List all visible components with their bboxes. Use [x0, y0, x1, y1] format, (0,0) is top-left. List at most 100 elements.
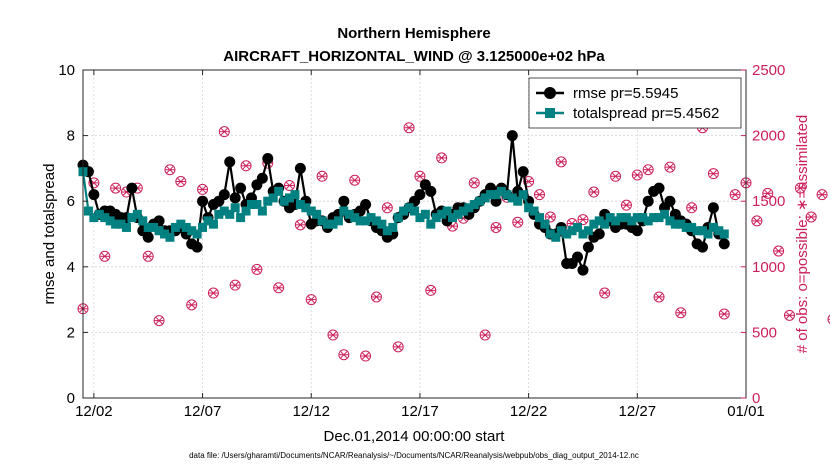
totalspread-point [524, 203, 534, 213]
obs-assimilated-point [621, 201, 631, 209]
totalspread-point [496, 186, 506, 196]
rmse-point [294, 162, 306, 174]
totalspread-point [420, 209, 430, 219]
rmse-point [582, 241, 594, 253]
obs-possible-point [284, 179, 296, 191]
obs-assimilated-point [415, 172, 425, 180]
obs-assimilated-point [306, 296, 316, 304]
obs-star-stroke [275, 284, 283, 292]
obs-possible-point [512, 216, 524, 228]
totalspread-point [246, 199, 256, 209]
obs-possible-point [88, 177, 100, 189]
obs-possible-point [294, 219, 306, 231]
totalspread-point [632, 213, 642, 223]
obs-assimilated-point [469, 179, 479, 187]
totalspread-point [399, 206, 409, 216]
obs-possible-point [425, 284, 437, 296]
totalspread-point [681, 222, 691, 232]
obs-assimilated-point [556, 158, 566, 166]
obs-star-stroke [188, 301, 196, 309]
obs-star-stroke [101, 252, 109, 260]
obs-assimilated-point [643, 166, 653, 174]
obs-star-stroke [753, 217, 761, 225]
totalspread-point [410, 206, 419, 216]
totalspread-point [529, 206, 539, 216]
obs-count-series [77, 122, 830, 362]
totalspread-point [94, 209, 104, 219]
obs-star-stroke [666, 163, 674, 171]
totalspread-point [562, 229, 572, 239]
legend-rmse-marker [544, 87, 556, 99]
totalspread-point [589, 219, 599, 229]
totalspread-point [263, 196, 273, 206]
obs-assimilated-point [632, 171, 642, 179]
obs-possible-point [544, 211, 556, 223]
rmse-point [631, 225, 643, 237]
totalspread-point [687, 222, 697, 232]
totalspread-point [295, 199, 305, 209]
right-y-tick-label: 500 [752, 324, 777, 341]
obs-star-stroke [427, 286, 435, 294]
obs-assimilated-point [774, 247, 784, 255]
obs-star-stroke [525, 178, 533, 186]
obs-possible-point [229, 279, 241, 291]
obs-star-stroke [590, 188, 598, 196]
totalspread-point [274, 186, 284, 196]
line-series [77, 130, 730, 276]
obs-star-stroke [253, 265, 261, 273]
totalspread-point [567, 226, 577, 236]
obs-assimilated-point [665, 163, 675, 171]
left-y-tick-label: 4 [67, 259, 75, 276]
totalspread-point [638, 213, 648, 223]
totalspread-point [605, 213, 615, 223]
rmse-point [256, 172, 268, 184]
obs-assimilated-point [426, 286, 436, 294]
totalspread-point [306, 206, 316, 216]
axes: 12/02 12/07 12/12 12/17 12/22 12/27 01/0102468… [58, 62, 785, 420]
rmse-point [235, 182, 247, 194]
obs-star-stroke [720, 310, 728, 318]
totalspread-point [132, 209, 142, 219]
chart-title-line-2: AIRCRAFT_HORIZONTAL_WIND @ 3.125000e+02 … [223, 48, 605, 65]
totalspread-point [208, 219, 218, 229]
obs-assimilated-point [600, 289, 610, 297]
totalspread-point [100, 213, 110, 223]
totalspread-point [453, 209, 463, 219]
obs-assimilated-point [708, 170, 718, 178]
obs-star-stroke [372, 293, 380, 301]
totalspread-point [426, 219, 436, 229]
obs-possible-point [675, 307, 687, 319]
obs-possible-point [403, 122, 415, 134]
rmse-point [664, 195, 676, 207]
totalspread-point [475, 196, 485, 206]
obs-possible-point [805, 211, 817, 223]
totalspread-point [670, 219, 680, 229]
obs-assimilated-point [545, 213, 555, 221]
obs-star-stroke [709, 170, 717, 178]
totalspread-point [176, 219, 186, 229]
left-y-tick-label: 2 [67, 324, 75, 341]
obs-assimilated-point [784, 311, 794, 319]
plot-frame [82, 69, 747, 399]
obs-possible-point [186, 299, 198, 311]
x-tick-label: 12/07 [184, 403, 222, 420]
obs-assimilated-point [111, 184, 121, 192]
totalspread-point [698, 226, 708, 236]
obs-possible-point [577, 214, 589, 226]
obs-assimilated-point [371, 293, 381, 301]
x-tick-label: 12/27 [619, 403, 657, 420]
totalspread-point [230, 203, 240, 213]
obs-possible-point [599, 287, 611, 299]
obs-possible-point [773, 245, 785, 257]
totalspread-point [225, 209, 235, 219]
totalspread-point [469, 199, 479, 209]
obs-star-stroke [329, 331, 337, 339]
obs-possible-point [620, 199, 632, 211]
obs-assimilated-point [328, 331, 338, 339]
totalspread-point [600, 219, 610, 229]
totalspread-point [573, 222, 583, 232]
obs-star-stroke [818, 191, 826, 199]
totalspread-point [534, 213, 544, 223]
obs-assimilated-point [795, 184, 805, 192]
totalspread-point [116, 219, 126, 229]
